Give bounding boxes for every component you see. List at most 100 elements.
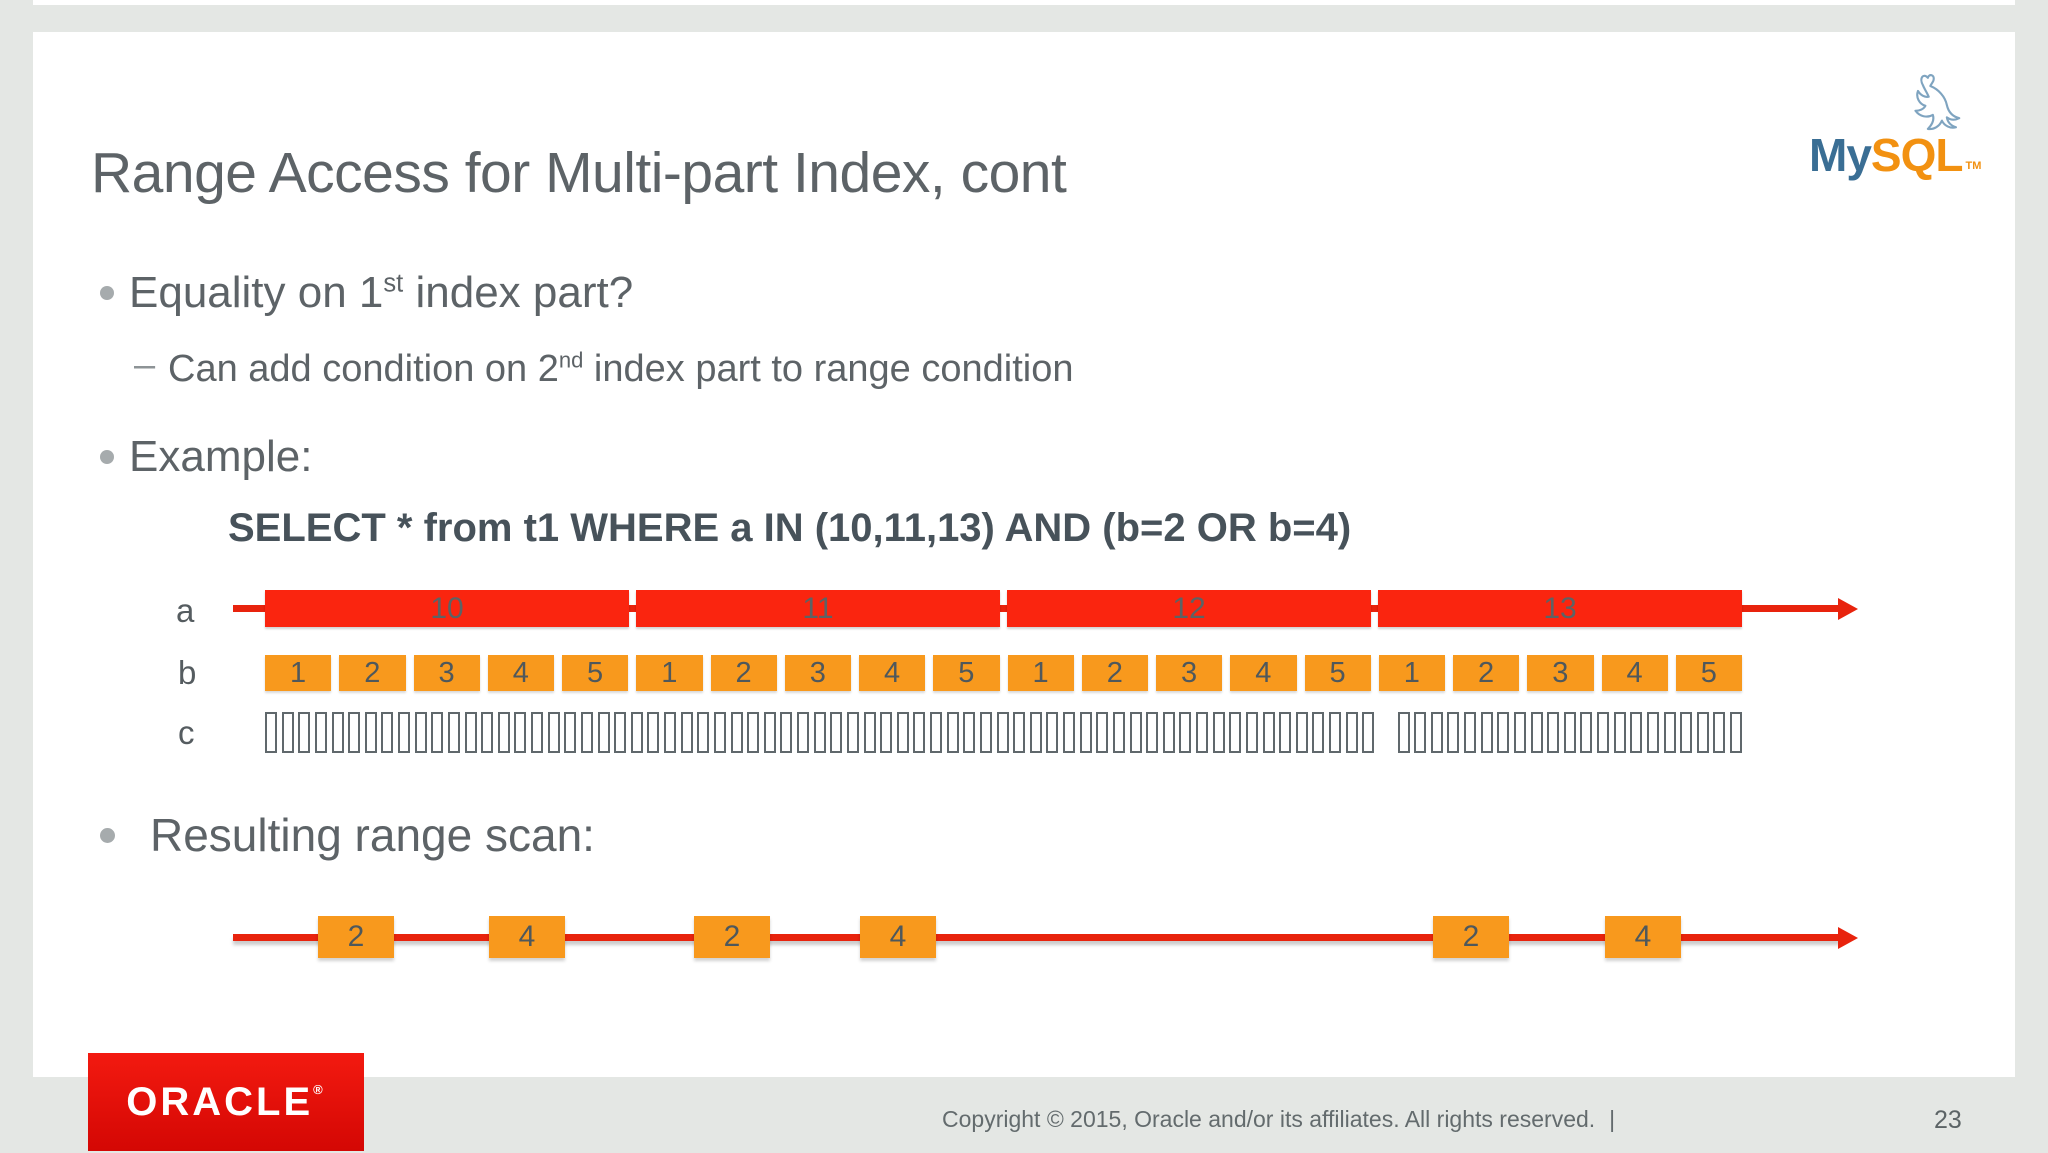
range-scan-box: 2 — [1433, 916, 1509, 958]
index-c-box — [1547, 712, 1560, 753]
index-b-cell: 3 — [1527, 655, 1594, 691]
index-c-box — [265, 712, 277, 753]
index-c-box — [1112, 712, 1125, 753]
index-c-box — [913, 712, 926, 753]
bullet-resulting-scan: Resulting range scan: — [150, 809, 595, 861]
index-c-box — [1680, 712, 1693, 753]
index-c-box — [1730, 712, 1742, 753]
index-c-box — [813, 712, 826, 753]
index-c-box — [281, 712, 294, 753]
index-c-box — [1212, 712, 1225, 753]
index-c-box — [1397, 712, 1410, 753]
index-c-box — [614, 712, 627, 753]
index-b-cell: 3 — [784, 655, 851, 691]
index-c-box — [963, 712, 976, 753]
index-c-box — [1464, 712, 1476, 753]
ordinal-superscript: nd — [558, 347, 584, 373]
index-c-box — [697, 712, 710, 753]
index-c-box — [730, 712, 743, 753]
bullet-equality-text-2: index part? — [403, 268, 634, 317]
mysql-wordmark-sql: SQL — [1870, 129, 1964, 181]
index-c-box — [1447, 712, 1460, 753]
index-b-cell: 5 — [933, 655, 1000, 691]
index-b-cell: 1 — [265, 655, 332, 691]
row-a-label: a — [176, 592, 195, 629]
index-c-box — [1262, 712, 1275, 753]
index-c-box — [348, 712, 361, 753]
index-c-box — [314, 712, 327, 753]
index-b-cell: 4 — [1601, 655, 1668, 691]
index-c-box — [514, 712, 527, 753]
ordinal-superscript: st — [383, 269, 404, 298]
index-b-cell: 2 — [339, 655, 406, 691]
sub-bullet-dash-icon: – — [134, 344, 156, 386]
footer-divider: | — [1609, 1106, 1616, 1132]
mysql-trademark: TM — [1965, 160, 1982, 172]
index-c-box — [946, 712, 959, 753]
index-b-cell: 1 — [1378, 655, 1445, 691]
index-c-box — [1196, 712, 1208, 753]
index-c-box — [414, 712, 427, 753]
index-a-arrowhead-icon — [1838, 598, 1858, 620]
index-c-box — [1696, 712, 1709, 753]
mysql-dolphin-icon — [1914, 74, 1961, 131]
index-c-box — [830, 712, 843, 753]
bullet-icon — [100, 828, 115, 843]
index-c-box — [381, 712, 394, 753]
index-c-box — [481, 712, 494, 753]
index-b-cell: 4 — [859, 655, 926, 691]
index-c-box — [1096, 712, 1109, 753]
mysql-wordmark-my: My — [1809, 129, 1872, 181]
slide: Range Access for Multi-part Index, cont … — [33, 32, 2015, 1077]
slide-title: Range Access for Multi-part Index, cont — [91, 141, 1067, 205]
mysql-logo: MySQL TM — [1773, 62, 2013, 222]
index-c-box — [747, 712, 760, 753]
sub-bullet-text: Can add condition on 2 — [168, 348, 559, 390]
index-c-box — [580, 712, 593, 753]
sub-bullet-text-2: index part to range condition — [583, 348, 1074, 390]
index-c-box — [1046, 712, 1059, 753]
index-c-box — [447, 712, 460, 753]
index-c-box — [1229, 712, 1242, 753]
index-c-box — [1613, 712, 1626, 753]
range-scan-box: 4 — [860, 916, 936, 958]
index-c-box — [1414, 712, 1427, 753]
index-c-box — [431, 712, 444, 753]
index-b-cell: 4 — [1230, 655, 1297, 691]
index-c-box — [880, 712, 893, 753]
index-b-cell: 5 — [1304, 655, 1371, 691]
index-c-box — [1646, 712, 1659, 753]
index-c-box — [1597, 712, 1609, 753]
index-c-box — [664, 712, 676, 753]
range-scan-box: 2 — [318, 916, 394, 958]
sub-bullet-condition: Can add condition on 2nd index part to r… — [168, 348, 1073, 391]
index-c-box — [979, 712, 992, 753]
index-a-segment: 10 — [265, 590, 629, 627]
copyright-text: Copyright © 2015, Oracle and/or its affi… — [942, 1106, 1596, 1132]
index-c-box — [630, 712, 643, 753]
index-c-box — [1530, 712, 1543, 753]
index-c-box — [298, 712, 311, 753]
index-c-box — [1362, 712, 1375, 753]
index-c-box — [1312, 712, 1325, 753]
index-b-cell: 5 — [562, 655, 629, 691]
index-c-box — [1580, 712, 1593, 753]
range-scan-box: 2 — [694, 916, 770, 958]
index-c-box — [846, 712, 859, 753]
index-c-box — [1430, 712, 1443, 753]
index-c-box — [497, 712, 510, 753]
index-c-box — [1162, 712, 1175, 753]
index-c-box — [1663, 712, 1676, 753]
index-b-cell: 5 — [1675, 655, 1742, 691]
index-c-box — [1279, 712, 1292, 753]
index-c-box — [1146, 712, 1159, 753]
index-b-cell: 2 — [1453, 655, 1520, 691]
index-c-box — [564, 712, 577, 753]
sql-statement: SELECT * from t1 WHERE a IN (10,11,13) A… — [228, 506, 1352, 550]
index-c-box — [1480, 712, 1493, 753]
oracle-logo: ORACLE® — [88, 1053, 364, 1151]
index-c-box — [1129, 712, 1142, 753]
bullet-icon — [100, 450, 114, 464]
